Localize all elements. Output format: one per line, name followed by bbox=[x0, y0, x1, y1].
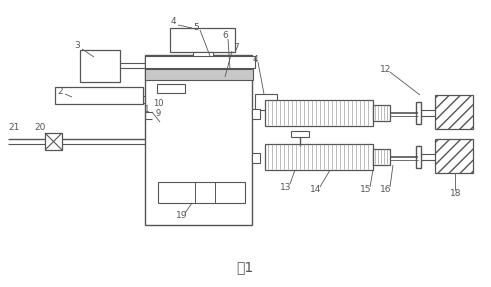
Text: 3: 3 bbox=[74, 40, 80, 49]
Text: 7: 7 bbox=[233, 44, 239, 53]
Bar bbox=[45, 133, 62, 150]
Text: 1: 1 bbox=[144, 104, 150, 113]
Bar bbox=[158, 182, 245, 203]
Bar bbox=[170, 28, 235, 52]
Text: 15: 15 bbox=[360, 185, 372, 195]
Text: 13: 13 bbox=[280, 183, 292, 191]
Text: 10: 10 bbox=[153, 100, 163, 108]
Text: 6: 6 bbox=[222, 32, 228, 40]
Bar bbox=[55, 87, 143, 104]
Bar bbox=[145, 55, 252, 225]
Text: 20: 20 bbox=[34, 123, 46, 131]
Bar bbox=[435, 139, 473, 173]
Text: 19: 19 bbox=[176, 212, 188, 220]
Bar bbox=[416, 146, 421, 168]
Bar bbox=[252, 109, 260, 119]
Text: 18: 18 bbox=[450, 189, 462, 197]
Text: 9: 9 bbox=[155, 110, 161, 119]
Bar bbox=[291, 131, 309, 137]
Text: 21: 21 bbox=[8, 123, 20, 131]
Text: 图1: 图1 bbox=[236, 260, 254, 274]
Bar bbox=[435, 95, 473, 129]
Bar bbox=[145, 56, 255, 68]
Bar bbox=[265, 100, 373, 126]
Bar bbox=[373, 105, 390, 121]
Bar bbox=[265, 144, 373, 170]
Bar bbox=[416, 102, 421, 124]
Text: 12: 12 bbox=[381, 65, 392, 73]
Text: 2: 2 bbox=[57, 86, 63, 96]
Text: 14: 14 bbox=[310, 185, 322, 195]
Text: 4: 4 bbox=[252, 55, 258, 63]
Bar bbox=[157, 84, 185, 93]
Bar bbox=[373, 149, 390, 165]
Bar bbox=[80, 50, 120, 82]
Text: 5: 5 bbox=[193, 22, 199, 32]
Bar bbox=[193, 52, 213, 75]
Bar bbox=[145, 69, 253, 80]
Bar bbox=[252, 153, 260, 163]
Text: 4: 4 bbox=[170, 18, 176, 26]
Text: 16: 16 bbox=[380, 185, 392, 195]
Bar bbox=[255, 94, 277, 110]
